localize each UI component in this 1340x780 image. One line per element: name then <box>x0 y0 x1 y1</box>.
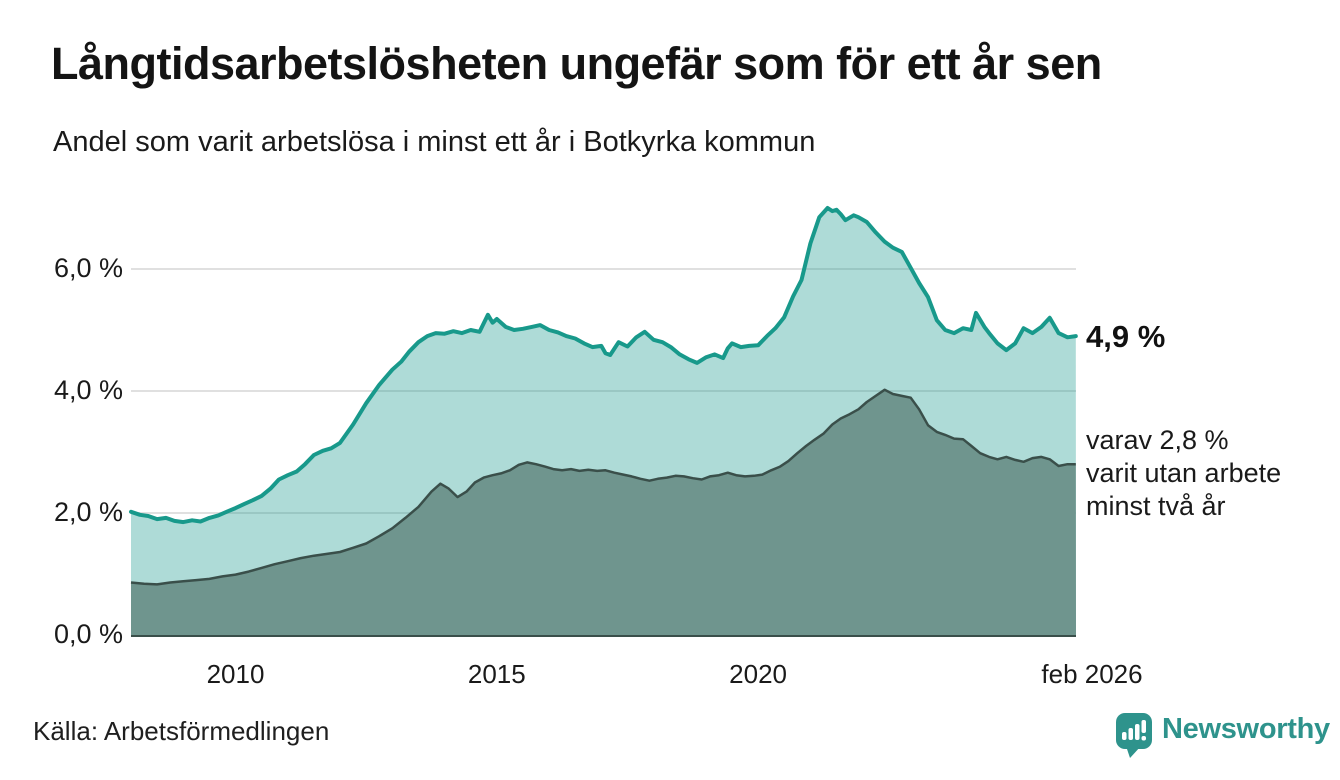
exclamation-stem <box>1141 720 1146 733</box>
x-tick-label: feb 2026 <box>1041 659 1143 689</box>
exclamation-dot <box>1141 736 1146 741</box>
line-unemployed-two-years <box>130 388 1076 586</box>
bar-large <box>1135 724 1140 740</box>
area-unemployed-two-years <box>131 389 1076 635</box>
bar-medium <box>1128 728 1133 740</box>
brand-name: Newsworthy <box>1162 713 1330 745</box>
y-axis: 0,0 % 2,0 % 4,0 % 6,0 % <box>0 0 123 780</box>
annotation-line-2: varit utan arbete <box>1086 457 1282 488</box>
x-axis: 2010 2015 2020 feb 2026 <box>0 659 1340 695</box>
x-tick-label: 2020 <box>729 659 788 689</box>
latest-value-label: 4,9 % <box>1086 319 1166 354</box>
annotation-line-1: varav 2,8 % <box>1086 425 1229 455</box>
y-tick-label: 6,0 % <box>53 253 123 283</box>
secondary-value-annotation: varav 2,8 % varit utan arbete minst två … <box>1086 424 1326 523</box>
newsworthy-speech-bubble-bar-chart-icon <box>1116 713 1152 758</box>
page-title: Långtidsarbetslösheten ungefär som för e… <box>51 38 1102 89</box>
annotation-line-3: minst två år <box>1086 490 1226 521</box>
source-attribution: Källa: Arbetsförmedlingen <box>33 716 330 746</box>
chart-subtitle: Andel som varit arbetslösa i minst ett å… <box>53 126 816 158</box>
bar-small <box>1122 732 1127 740</box>
y-tick-label: 4,0 % <box>53 375 123 405</box>
y-tick-label: 2,0 % <box>53 497 123 527</box>
newsworthy-logo: Newsworthy <box>1114 710 1330 758</box>
y-tick-label: 0,0 % <box>53 619 123 649</box>
x-tick-label: 2010 <box>206 659 265 689</box>
x-tick-label: 2015 <box>467 659 526 689</box>
line-unemployed-one-year <box>129 206 1078 525</box>
